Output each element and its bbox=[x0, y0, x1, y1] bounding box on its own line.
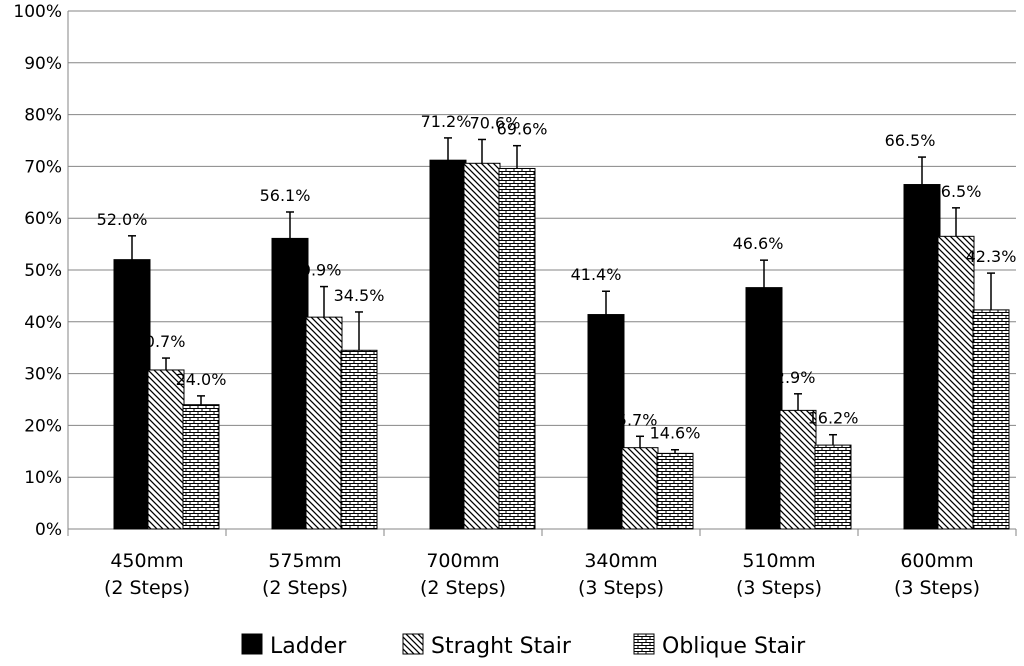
bar-ladder bbox=[745, 287, 783, 530]
data-label: 40.9% bbox=[291, 261, 342, 280]
data-label: 56.5% bbox=[931, 182, 982, 201]
category-label: (2 Steps) bbox=[104, 577, 190, 599]
data-label: 66.5% bbox=[885, 131, 936, 150]
legend-label: Straght Stair bbox=[431, 634, 572, 659]
bar-straght-stair bbox=[463, 162, 501, 530]
bar-straght-stair bbox=[147, 369, 185, 530]
data-label: 71.2% bbox=[421, 112, 472, 131]
legend: Ladder Straght Stair Oblique Stair bbox=[241, 633, 806, 659]
data-label: 16.2% bbox=[808, 409, 859, 428]
data-label: 34.5% bbox=[334, 286, 385, 305]
gridlines bbox=[68, 10, 1016, 478]
category-label: 510mm bbox=[742, 550, 815, 572]
legend-label: Oblique Stair bbox=[662, 634, 806, 659]
data-label: 22.9% bbox=[765, 368, 816, 387]
bar-ladder bbox=[113, 259, 151, 530]
y-tick-label: 50% bbox=[24, 261, 62, 281]
data-label: 42.3% bbox=[966, 247, 1017, 266]
data-labels: 52.0% 30.7% 24.0% 56.1% 40.9% 34.5% 71.2%70.6%… bbox=[97, 112, 1017, 443]
category-label: (3 Steps) bbox=[736, 577, 822, 599]
legend-swatch bbox=[241, 633, 263, 655]
category-label: 450mm bbox=[110, 550, 183, 572]
bar-oblique-stair bbox=[656, 452, 694, 530]
category-label: 600mm bbox=[900, 550, 973, 572]
bar-straght-stair bbox=[937, 235, 975, 530]
category-label: 575mm bbox=[268, 550, 341, 572]
data-label: 30.7% bbox=[135, 332, 186, 351]
bar-straght-stair bbox=[621, 447, 659, 530]
bar-ladder bbox=[587, 314, 625, 530]
category-label: (2 Steps) bbox=[420, 577, 506, 599]
bar-ladder bbox=[429, 159, 467, 530]
data-label: 41.4% bbox=[571, 265, 622, 284]
y-tick-label: 20% bbox=[24, 416, 62, 436]
legend-swatch bbox=[633, 633, 655, 655]
data-label: 15.7% bbox=[607, 410, 658, 429]
bar-oblique-stair bbox=[182, 404, 220, 530]
y-tick-label: 30% bbox=[24, 365, 62, 385]
category-label: (2 Steps) bbox=[262, 577, 348, 599]
bar-ladder bbox=[271, 237, 309, 530]
data-label: 52.0% bbox=[97, 210, 148, 229]
bar-straght-stair bbox=[305, 316, 343, 530]
y-tick-label: 60% bbox=[24, 209, 62, 229]
data-label: 70.6% bbox=[470, 113, 521, 132]
data-label: 24.0% bbox=[176, 370, 227, 389]
bar-oblique-stair bbox=[498, 167, 536, 530]
category-label: 340mm bbox=[584, 550, 657, 572]
bar-oblique-stair bbox=[340, 349, 378, 530]
y-tick-label: 0% bbox=[35, 520, 62, 540]
axes: 0% 10% 20% 30% 40% 50% 60% 70% 80% 90% 100% 450mm (2… bbox=[13, 2, 1017, 599]
legend-swatch bbox=[402, 633, 424, 655]
bar-straght-stair bbox=[779, 409, 817, 530]
y-tick-label: 10% bbox=[24, 468, 62, 488]
y-tick-label: 100% bbox=[13, 2, 62, 22]
category-label: 700mm bbox=[426, 550, 499, 572]
data-label: 56.1% bbox=[260, 186, 311, 205]
bar-ladder bbox=[903, 184, 941, 530]
data-label: 46.6% bbox=[733, 234, 784, 253]
data-label: 14.6% bbox=[650, 424, 701, 443]
data-label: 69.6% bbox=[497, 120, 548, 139]
y-tick-label: 90% bbox=[24, 54, 62, 74]
category-label: (3 Steps) bbox=[894, 577, 980, 599]
bars bbox=[113, 137, 1010, 530]
legend-label: Ladder bbox=[270, 634, 347, 659]
y-tick-label: 70% bbox=[24, 157, 62, 177]
y-tick-label: 40% bbox=[24, 313, 62, 333]
category-label: (3 Steps) bbox=[578, 577, 664, 599]
bar-oblique-stair bbox=[972, 309, 1010, 530]
y-tick-label: 80% bbox=[24, 106, 62, 126]
bar-oblique-stair bbox=[814, 444, 852, 530]
